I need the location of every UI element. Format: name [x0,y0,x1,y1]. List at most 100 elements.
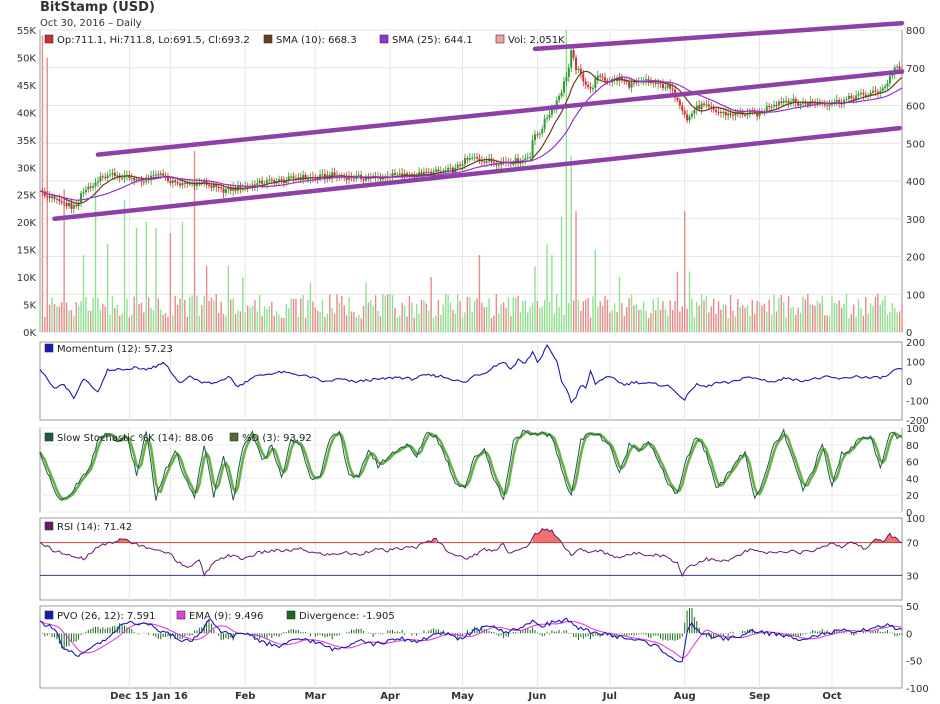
candle-body [232,187,235,191]
candle-body [898,66,901,70]
volume-tick: 5K [23,301,36,312]
x-tick-label: Oct [822,691,841,702]
candle-body [802,102,805,104]
candle-body [193,183,196,186]
rsi-tick: 100 [906,514,925,525]
volume-tick: 50K [17,53,37,64]
candle-body [427,171,430,173]
candle-body [514,158,517,164]
candle-body [169,181,172,183]
candle-body [739,111,742,114]
momentum-tick: 0 [906,377,912,388]
panel-pvo [39,605,903,689]
candle-body [570,50,573,68]
candle-body [785,100,788,102]
candle-body [645,79,648,81]
candle-body [256,183,259,187]
pvo-tick: 50 [906,602,919,613]
candle-body [406,173,409,176]
candle-body [224,189,227,193]
trendline-3 [532,20,905,52]
candle-body [198,182,201,184]
candle-body [828,104,831,106]
candle-body [572,50,575,58]
x-tick-label: Jun [527,691,546,702]
candle-body [140,179,143,182]
trendline-2 [95,69,905,157]
legend-pvo-ema-text: EMA (9): 9.496 [189,611,263,622]
candle-body [321,174,324,176]
candle-body [845,99,848,101]
candle-body [765,106,768,112]
legend-momentum-swatch [44,343,54,353]
candle-body [364,177,367,181]
candle-body [562,81,565,93]
candle-body [82,192,85,194]
x-tick-label: Jul [602,691,617,702]
candle-body [577,68,580,70]
price-tick: 100 [906,290,925,301]
candle-body [154,174,157,176]
candle-body [780,101,783,103]
candle-body [847,95,850,100]
candle-body [133,178,136,181]
candle-body [698,105,701,110]
candle-body [434,169,437,172]
candle-body [823,102,826,106]
candle-body [768,106,771,108]
volume-tick: 40K [17,108,37,119]
candle-body [101,176,104,178]
candle-body [166,177,169,182]
candle-body [526,157,529,159]
candle-body [176,182,179,184]
candle-body [727,113,730,116]
volume-tick: 35K [17,136,37,147]
candle-body [625,81,628,83]
candle-body [879,91,882,93]
candle-body [579,68,582,74]
candle-body [157,174,160,176]
volume-tick: 55K [17,26,37,37]
legend-divergence-swatch [286,610,296,620]
candle-body [896,66,899,68]
candle-body [130,178,133,180]
candle-body [55,198,58,200]
price-tick: 700 [906,64,925,75]
candle-body [872,90,875,93]
candle-body [555,100,558,109]
candle-body [261,180,264,185]
chart-subtitle: Oct 30, 2016 – Daily [40,18,142,29]
candle-body [818,101,821,104]
legend-rsi: RSI (14): 71.42 [44,521,132,533]
candle-body [46,196,49,198]
candle-body [744,114,747,116]
candle-body [89,186,92,188]
candle-body [630,82,633,88]
candle-body [876,91,879,93]
momentum-tick: -100 [906,397,929,408]
candle-body [594,78,597,89]
pvo-tick: -50 [906,657,922,668]
candle-body [294,178,297,180]
candle-body [497,164,500,166]
x-tick-label: Jan 16 [152,691,188,702]
candle-body [582,73,585,82]
candle-body [447,167,450,171]
candle-body [748,111,751,114]
candle-body [690,113,693,117]
x-tick-label: May [451,691,474,702]
legend-ohlc-text: Op:711.1, Hi:711.8, Lo:691.5, Cl:693.2 [57,35,250,46]
candle-body [710,106,713,108]
candle-body [686,114,689,121]
stoch-tick: 80 [906,441,919,452]
candle-body [517,158,520,164]
candle-body [203,180,206,184]
candle-body [217,187,220,189]
candle-body [789,101,792,103]
candle-body [449,167,452,169]
legend-pvo-text: PVO (26, 12): 7.591 [57,611,156,622]
candle-body [418,172,421,176]
candle-body [671,88,674,90]
candle-body [560,92,563,97]
